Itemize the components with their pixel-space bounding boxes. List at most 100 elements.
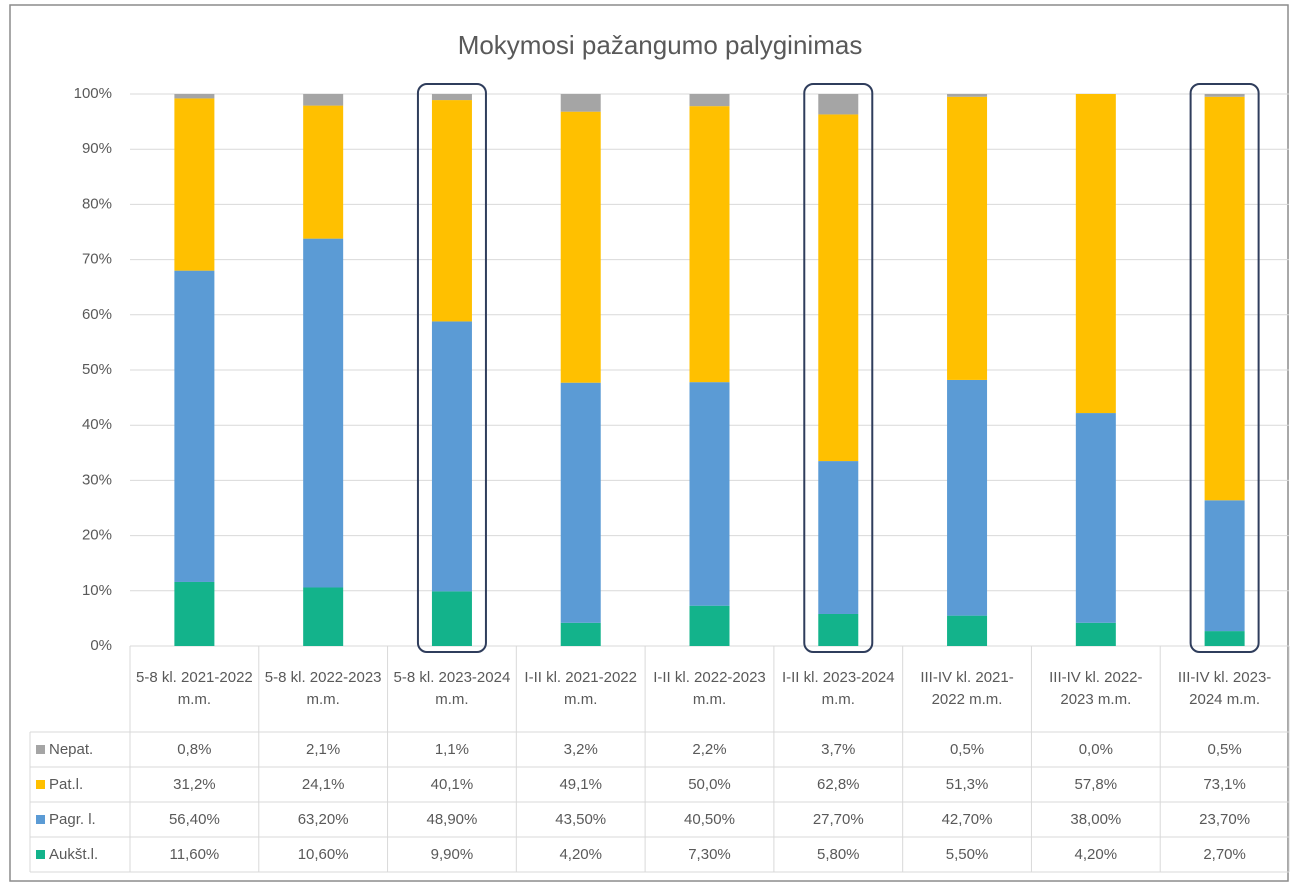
highlight-frame [1189,83,1260,653]
bar-segment [1204,94,1245,97]
y-tick-label: 20% [82,527,112,544]
table-value: 9,90% [430,845,474,863]
bar-segment [174,581,215,646]
table-value: 0,5% [1207,740,1242,758]
bar-segment [303,105,344,239]
table-value: 0,8% [177,740,212,758]
y-tick-label: 60% [82,306,112,323]
legend-label: Nepat. [49,740,94,758]
table-value: 49,1% [559,775,602,793]
bar-segment [303,94,344,106]
table-value: 63,20% [297,810,349,828]
y-tick-label: 40% [82,416,112,433]
bar-segment [174,270,215,582]
bar-segment [947,94,988,97]
bar-segment [303,587,344,646]
table-value: 50,0% [688,775,731,793]
bar-segment [431,100,472,322]
legend-label: Pagr. l. [49,810,96,828]
y-tick-label: 70% [82,251,112,268]
y-tick-label: 80% [82,195,112,212]
table-value: 40,50% [684,810,735,828]
bar-segment [689,106,730,383]
highlight-frame [416,83,487,653]
legend-label: Pat.l. [49,775,84,793]
table-value: 7,30% [688,845,731,863]
bar-segment [1204,631,1245,646]
table-value: 0,5% [949,740,985,758]
category-label: 5-8 kl. 2022-2023 m.m. [264,669,382,708]
y-tick-label: 50% [82,361,112,378]
legend-entry: Pagr. l. [30,802,130,837]
bar-segment [818,114,859,462]
y-tick-label: 30% [82,471,112,488]
y-tick-label: 90% [82,140,112,157]
table-value: 51,3% [945,775,989,793]
bar-segment [560,382,601,623]
y-tick-label: 100% [74,85,112,102]
table-value: 3,2% [563,740,598,758]
y-tick-label: 0% [90,637,112,654]
bar-segment [303,238,344,588]
legend-label: Aukšt.l. [49,845,99,863]
legend-key [36,745,45,754]
bar-segment [431,591,472,646]
category-label: 5-8 kl. 2023-2024 m.m. [393,669,511,708]
table-value: 38,00% [1070,810,1122,828]
table-value: 3,7% [821,740,856,758]
table-value: 73,1% [1203,775,1246,793]
bar-segment [947,96,988,380]
bar-segment [1075,94,1116,414]
bar-segment [560,94,601,112]
table-value: 5,80% [816,845,860,863]
table-value: 11,60% [169,845,220,863]
table-value: 31,2% [173,775,216,793]
table-value: 5,50% [945,845,989,863]
bar-segment [174,94,215,99]
table-value: 4,20% [1074,845,1118,863]
bar-segment [174,98,215,271]
chart-title: Mokymosi pažangumo palyginimas [458,30,863,60]
chart-border [9,4,1289,882]
legend-entry: Pat.l. [30,767,130,802]
table-value: 23,70% [1199,810,1251,828]
bar-segment [818,461,859,614]
category-label: I-II kl. 2021-2022 m.m. [524,669,637,708]
table-value: 43,50% [555,810,607,828]
table-value: 2,1% [306,740,341,758]
y-tick-label: 10% [82,582,112,599]
legend-entry: Aukšt.l. [30,837,130,872]
bar-segment [560,622,601,646]
table-value: 27,70% [812,810,864,828]
category-label: III-IV kl. 2022-2023 m.m. [1049,669,1143,708]
bar-segment [818,94,859,115]
legend-key [36,815,45,824]
bar-segment [947,615,988,646]
table-value: 2,70% [1203,845,1246,863]
bar-segment [431,321,472,592]
category-label: III-IV kl. 2023-2024 m.m. [1177,669,1272,708]
bar-segment [1075,622,1116,646]
bar-segment [1204,96,1245,501]
category-label: I-II kl. 2023-2024 m.m. [781,669,895,708]
bar-segment [689,382,730,606]
legend-key [36,850,45,859]
table-value: 62,8% [816,775,860,793]
category-label: 5-8 kl. 2021-2022 m.m. [136,669,253,708]
bar-segment [947,379,988,616]
table-value: 2,2% [692,740,727,758]
table-value: 48,90% [426,810,478,828]
table-value: 4,20% [559,845,602,863]
bar-segment [431,94,472,101]
bar-segment [689,605,730,646]
category-label: I-II kl. 2022-2023 m.m. [653,669,766,708]
table-value: 57,8% [1074,775,1118,793]
table-value: 42,70% [941,810,993,828]
legend-key [36,780,45,789]
legend-entry: Nepat. [30,732,130,767]
bar-segment [818,613,859,646]
category-label: III-IV kl. 2021-2022 m.m. [920,669,1014,708]
table-value: 40,1% [430,775,474,793]
